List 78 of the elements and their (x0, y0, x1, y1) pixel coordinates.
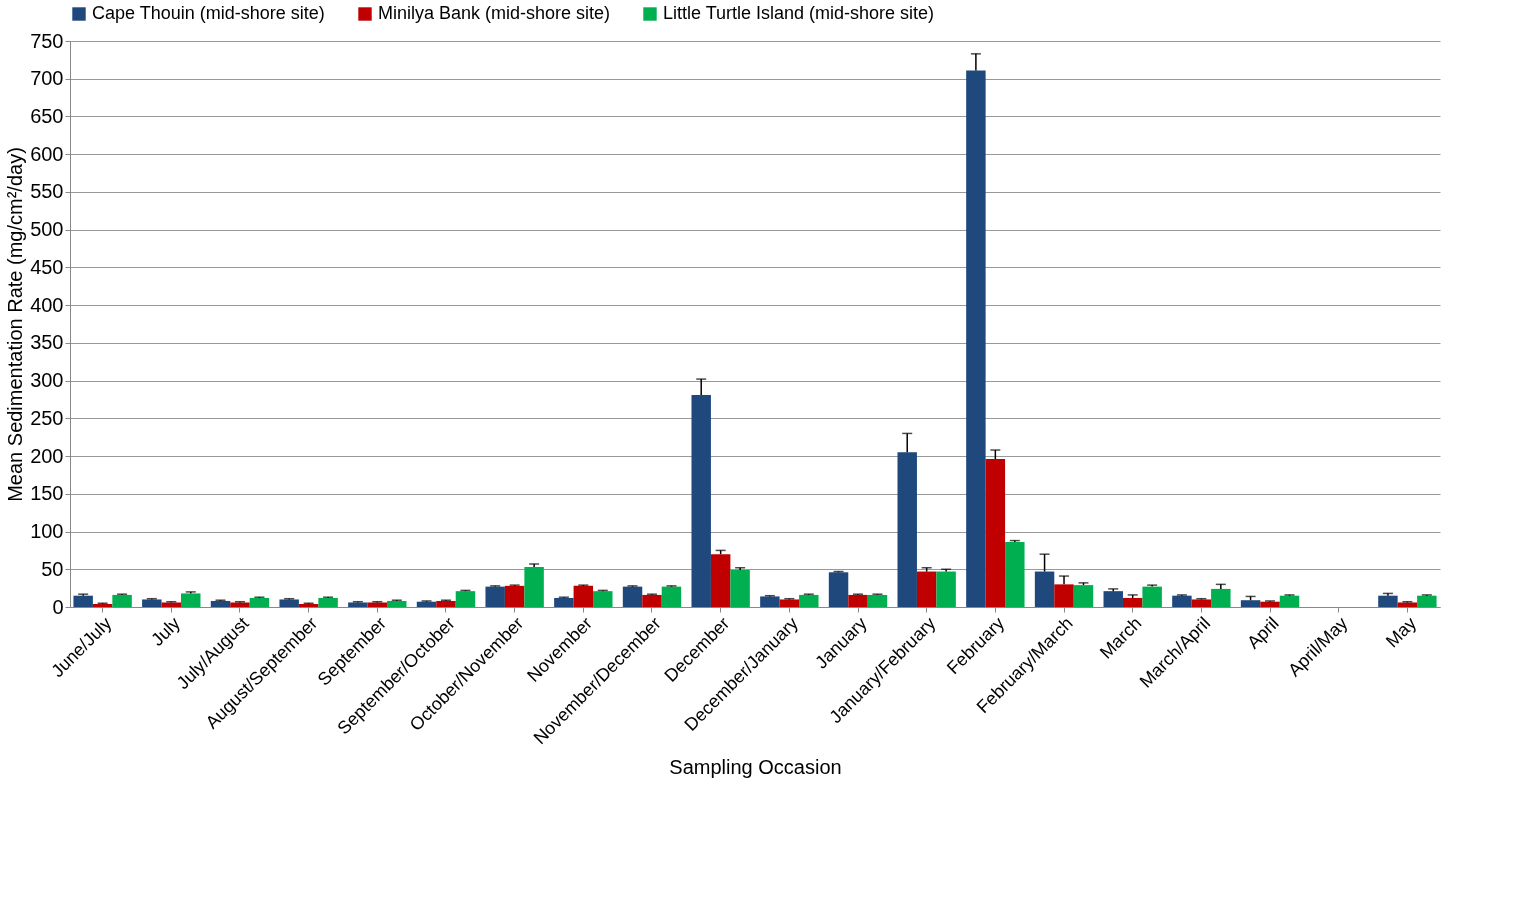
bar (710, 554, 731, 607)
bar (1122, 597, 1143, 607)
y-tick-label: 400 (30, 293, 64, 316)
y-tick-label: 700 (30, 67, 64, 90)
bar (298, 603, 319, 607)
y-tick-label: 600 (30, 142, 64, 165)
bar (142, 599, 162, 607)
bar (1073, 585, 1094, 607)
bar (593, 591, 613, 607)
bar (867, 594, 888, 607)
bar (1397, 602, 1418, 607)
bar (642, 594, 662, 607)
bar (936, 571, 956, 607)
bar (1260, 601, 1280, 607)
bar (485, 586, 505, 607)
bar (92, 603, 113, 607)
bar (112, 594, 132, 607)
bar (1240, 600, 1261, 607)
legend-label: Cape Thouin (mid-shore site) (92, 3, 325, 23)
bar (279, 599, 299, 607)
bar (1172, 595, 1192, 607)
y-axis-title: Mean Sedimentation Rate (mg/cm²/day) (4, 147, 27, 502)
y-tick-label: 650 (30, 104, 64, 127)
y-tick-label: 50 (41, 557, 64, 580)
y-tick-label: 500 (30, 218, 64, 241)
bar (367, 602, 388, 607)
y-tick-label: 200 (30, 444, 64, 467)
bar (779, 599, 800, 607)
bar (416, 601, 437, 607)
bar (573, 585, 594, 607)
bar (897, 452, 917, 607)
bar (1279, 595, 1300, 607)
bar (661, 586, 682, 607)
bar (348, 602, 368, 607)
bar (387, 600, 407, 607)
x-axis-title: Sampling Occasion (669, 756, 842, 779)
bar (504, 585, 525, 607)
bar (436, 600, 456, 607)
bar (760, 596, 780, 607)
bar (985, 459, 1006, 607)
y-tick-label: 250 (30, 406, 64, 429)
y-tick-label: 300 (30, 369, 64, 392)
bar (554, 597, 574, 607)
x-tick-label: May (1381, 613, 1421, 652)
bar (73, 595, 93, 607)
bar (161, 602, 182, 607)
bar (1034, 571, 1055, 607)
bar (249, 597, 270, 607)
y-tick-label: 550 (30, 180, 64, 203)
x-tick-label: July (147, 613, 185, 650)
y-tick-label: 750 (30, 29, 64, 52)
bar (966, 70, 986, 607)
bar (1005, 542, 1025, 607)
bar (799, 594, 819, 607)
y-tick-label: 0 (52, 595, 64, 618)
y-tick-label: 350 (30, 331, 64, 354)
bar (1054, 584, 1074, 607)
bar (730, 570, 750, 607)
bar (828, 572, 849, 607)
bar (1103, 591, 1123, 607)
y-tick-label: 100 (30, 520, 64, 543)
bar (691, 394, 711, 607)
y-tick-label: 450 (30, 255, 64, 278)
bar (622, 586, 643, 607)
y-tick-label: 150 (30, 482, 64, 505)
bar (1417, 595, 1437, 607)
bar (848, 594, 868, 607)
legend-label: Little Turtle Island (mid-shore site) (663, 3, 935, 23)
bar (524, 567, 544, 607)
legend-label: Minilya Bank (mid-shore site) (378, 3, 611, 23)
bar (1191, 599, 1212, 607)
bar (318, 597, 338, 607)
bar (181, 593, 201, 607)
bar (1142, 586, 1162, 607)
bar (210, 600, 231, 607)
bar (1378, 595, 1398, 607)
bar (230, 602, 250, 607)
bar (455, 591, 476, 607)
